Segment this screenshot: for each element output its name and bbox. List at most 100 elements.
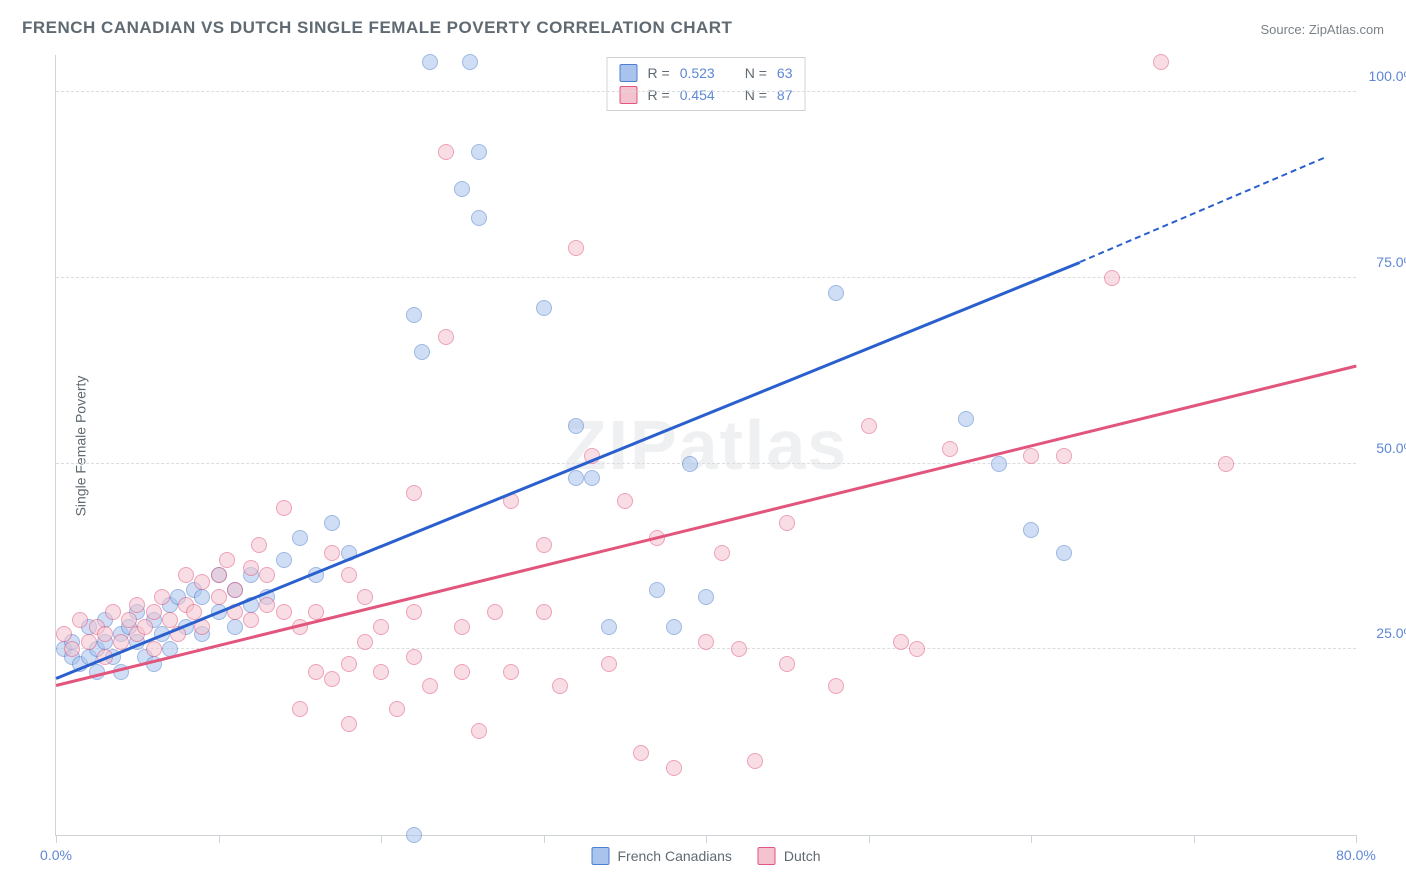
scatter-point-dutch (389, 701, 405, 717)
scatter-point-dutch (536, 604, 552, 620)
scatter-point-dutch (211, 589, 227, 605)
scatter-point-dutch (146, 604, 162, 620)
scatter-point-french (292, 530, 308, 546)
scatter-point-dutch (292, 701, 308, 717)
r-label: R = (648, 65, 670, 81)
legend-swatch (592, 847, 610, 865)
legend-swatch (620, 64, 638, 82)
scatter-point-french (471, 144, 487, 160)
scatter-point-french (471, 210, 487, 226)
scatter-point-dutch (731, 641, 747, 657)
scatter-point-dutch (81, 634, 97, 650)
scatter-point-french (406, 307, 422, 323)
scatter-point-dutch (243, 612, 259, 628)
scatter-point-dutch (1056, 448, 1072, 464)
scatter-point-dutch (454, 619, 470, 635)
source-label: Source: ZipAtlas.com (1260, 22, 1384, 37)
scatter-point-french (958, 411, 974, 427)
n-value: 87 (777, 87, 793, 103)
scatter-point-dutch (373, 664, 389, 680)
scatter-point-dutch (471, 723, 487, 739)
scatter-point-dutch (341, 716, 357, 732)
gridline (56, 91, 1356, 92)
x-tick (219, 835, 220, 843)
scatter-point-dutch (828, 678, 844, 694)
scatter-point-dutch (276, 604, 292, 620)
scatter-point-dutch (861, 418, 877, 434)
scatter-point-dutch (406, 485, 422, 501)
r-value: 0.454 (680, 87, 715, 103)
r-label: R = (648, 87, 670, 103)
x-tick (381, 835, 382, 843)
scatter-point-french (454, 181, 470, 197)
scatter-point-dutch (747, 753, 763, 769)
scatter-point-dutch (422, 678, 438, 694)
scatter-point-dutch (503, 664, 519, 680)
scatter-point-dutch (438, 144, 454, 160)
scatter-point-dutch (893, 634, 909, 650)
scatter-point-french (536, 300, 552, 316)
scatter-point-french (462, 54, 478, 70)
scatter-point-dutch (121, 612, 137, 628)
scatter-point-french (991, 456, 1007, 472)
scatter-point-french (666, 619, 682, 635)
y-tick-label: 50.0% (1376, 440, 1406, 456)
scatter-point-dutch (211, 567, 227, 583)
x-tick-label: 80.0% (1336, 847, 1376, 863)
n-value: 63 (777, 65, 793, 81)
scatter-plot: ZIPatlas R =0.523N =63R =0.454N =87 Fren… (55, 55, 1356, 836)
scatter-point-dutch (601, 656, 617, 672)
legend-item: French Canadians (592, 847, 732, 865)
legend-swatch (758, 847, 776, 865)
scatter-point-french (1056, 545, 1072, 561)
x-tick (56, 835, 57, 843)
scatter-point-dutch (357, 634, 373, 650)
scatter-point-dutch (373, 619, 389, 635)
legend-swatch (620, 86, 638, 104)
scatter-point-dutch (454, 664, 470, 680)
scatter-point-french (276, 552, 292, 568)
trend-line-dash (1079, 157, 1324, 263)
scatter-point-dutch (178, 567, 194, 583)
scatter-point-french (194, 589, 210, 605)
scatter-point-dutch (617, 493, 633, 509)
scatter-point-dutch (552, 678, 568, 694)
scatter-point-french (828, 285, 844, 301)
scatter-point-dutch (779, 515, 795, 531)
scatter-point-dutch (97, 626, 113, 642)
r-value: 0.523 (680, 65, 715, 81)
scatter-point-dutch (536, 537, 552, 553)
scatter-point-french (227, 619, 243, 635)
scatter-point-dutch (219, 552, 235, 568)
y-tick-label: 25.0% (1376, 625, 1406, 641)
n-label: N = (745, 65, 767, 81)
scatter-point-dutch (259, 567, 275, 583)
y-tick-label: 100.0% (1369, 68, 1406, 84)
legend-item: Dutch (758, 847, 821, 865)
scatter-point-dutch (105, 604, 121, 620)
gridline (56, 277, 1356, 278)
x-tick (1194, 835, 1195, 843)
scatter-point-dutch (162, 612, 178, 628)
scatter-point-dutch (406, 604, 422, 620)
scatter-point-dutch (1104, 270, 1120, 286)
n-label: N = (745, 87, 767, 103)
scatter-point-dutch (324, 671, 340, 687)
scatter-point-dutch (666, 760, 682, 776)
x-tick (706, 835, 707, 843)
scatter-point-dutch (251, 537, 267, 553)
scatter-point-french (601, 619, 617, 635)
scatter-point-dutch (698, 634, 714, 650)
scatter-point-dutch (154, 589, 170, 605)
scatter-point-dutch (72, 612, 88, 628)
scatter-point-french (698, 589, 714, 605)
scatter-point-dutch (1218, 456, 1234, 472)
scatter-point-dutch (137, 619, 153, 635)
scatter-point-dutch (129, 597, 145, 613)
scatter-point-dutch (487, 604, 503, 620)
watermark-text: ZIPatlas (564, 405, 848, 485)
scatter-point-french (406, 827, 422, 843)
scatter-point-dutch (324, 545, 340, 561)
x-tick (1031, 835, 1032, 843)
series-legend: French Canadians Dutch (592, 847, 821, 865)
